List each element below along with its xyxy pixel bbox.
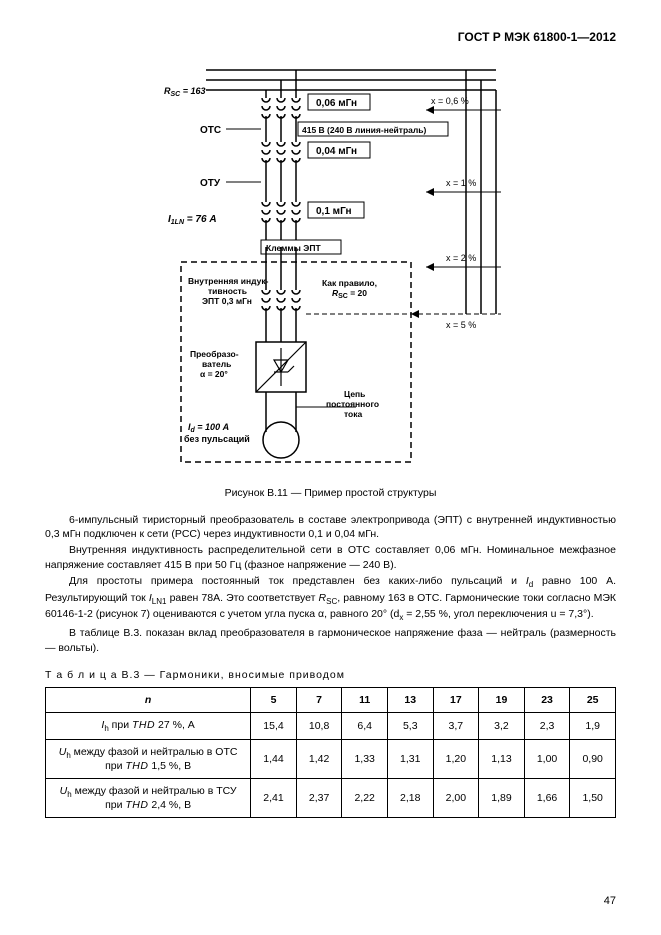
label-l3: 0,1 мГн bbox=[316, 206, 352, 217]
n-5: 5 bbox=[251, 687, 297, 712]
label-rsc: RSC = 163 bbox=[164, 86, 206, 98]
cell: 6,4 bbox=[342, 712, 388, 739]
doc-header: ГОСТ Р МЭК 61800-1—2012 bbox=[45, 30, 616, 44]
label-otu: ОТУ bbox=[200, 178, 221, 189]
circuit-diagram-svg: x = 0,6 % RSC = 163 0,06 мГн 415 В (240 … bbox=[126, 52, 536, 472]
cell: 1,33 bbox=[342, 739, 388, 778]
table-title: Т а б л и ц а В.3 — Гармоники, вносимые … bbox=[45, 669, 616, 681]
cell: 1,50 bbox=[570, 778, 616, 817]
label-x06: x = 0,6 % bbox=[431, 96, 469, 106]
label-otc: ОТС bbox=[200, 125, 221, 136]
label-x2: x = 2 % bbox=[446, 253, 476, 263]
row2-label: Uh между фазой и нейтралью в ОТС при THD… bbox=[46, 739, 251, 778]
cell: 2,37 bbox=[296, 778, 342, 817]
cell: 2,3 bbox=[524, 712, 570, 739]
label-kp-rsc: Как правило, RSC = 20 bbox=[322, 278, 379, 300]
cell: 1,31 bbox=[387, 739, 433, 778]
cell: 3,7 bbox=[433, 712, 479, 739]
n-19: 19 bbox=[479, 687, 525, 712]
cell: 3,2 bbox=[479, 712, 525, 739]
p3e: = 2,55 %, угол переключения u = 7,3°). bbox=[403, 608, 593, 620]
label-clamps: Клеммы ЭПТ bbox=[266, 243, 321, 253]
cell: 1,9 bbox=[570, 712, 616, 739]
n-23: 23 bbox=[524, 687, 570, 712]
p3a: Для простоты примера постоянный ток пред… bbox=[69, 575, 526, 587]
row1-label: Ih при THD 27 %, А bbox=[46, 712, 251, 739]
label-l2: 0,04 мГн bbox=[316, 146, 357, 157]
cell: 0,90 bbox=[570, 739, 616, 778]
n-17: 17 bbox=[433, 687, 479, 712]
p3c: равен 78А. Это соответствует bbox=[166, 592, 318, 604]
table-header-row: n 5 7 11 13 17 19 23 25 bbox=[46, 687, 616, 712]
n-25: 25 bbox=[570, 687, 616, 712]
cell: 2,22 bbox=[342, 778, 388, 817]
para-3: Для простоты примера постоянный ток пред… bbox=[45, 574, 616, 625]
label-id: Id = 100 А без пульсаций bbox=[184, 422, 250, 444]
page-number: 47 bbox=[604, 895, 616, 907]
cell: 2,41 bbox=[251, 778, 297, 817]
para-4: В таблице В.3. показан вклад преобразова… bbox=[45, 626, 616, 654]
figure-b11: x = 0,6 % RSC = 163 0,06 мГн 415 В (240 … bbox=[45, 52, 616, 475]
table-row: Uh между фазой и нейтралью в ОТС при THD… bbox=[46, 739, 616, 778]
label-inner-ind: Внутренняя индук- тивность ЭПТ 0,3 мГн bbox=[188, 276, 271, 306]
label-v415: 415 В (240 В линия-нейтраль) bbox=[302, 125, 426, 135]
cell: 1,89 bbox=[479, 778, 525, 817]
cell: 1,44 bbox=[251, 739, 297, 778]
label-dccircuit: Цепь постоянного тока bbox=[326, 389, 382, 419]
label-conv: Преобразо- ватель α = 20° bbox=[190, 349, 241, 379]
label-x5: x = 5 % bbox=[446, 320, 476, 330]
label-l1: 0,06 мГн bbox=[316, 98, 357, 109]
cell: 10,8 bbox=[296, 712, 342, 739]
cell: 15,4 bbox=[251, 712, 297, 739]
cell: 1,42 bbox=[296, 739, 342, 778]
page: ГОСТ Р МЭК 61800-1—2012 bbox=[0, 0, 661, 935]
para-1: 6-импульсный тиристорный преобразователь… bbox=[45, 513, 616, 541]
col-n: n bbox=[46, 687, 251, 712]
cell: 1,13 bbox=[479, 739, 525, 778]
figure-caption: Рисунок В.11 — Пример простой структуры bbox=[45, 487, 616, 499]
harmonics-table: n 5 7 11 13 17 19 23 25 Ih при THD 27 %,… bbox=[45, 687, 616, 818]
row3-label: Uh между фазой и нейтралью в ТСУ при THD… bbox=[46, 778, 251, 817]
cell: 5,3 bbox=[387, 712, 433, 739]
cell: 1,20 bbox=[433, 739, 479, 778]
n-13: 13 bbox=[387, 687, 433, 712]
para-2: Внутренняя индуктивность распределительн… bbox=[45, 543, 616, 571]
n-7: 7 bbox=[296, 687, 342, 712]
cell: 2,18 bbox=[387, 778, 433, 817]
cell: 2,00 bbox=[433, 778, 479, 817]
cell: 1,66 bbox=[524, 778, 570, 817]
label-iln: I1LN = 76 А bbox=[168, 214, 217, 226]
cell: 1,00 bbox=[524, 739, 570, 778]
table-row: Uh между фазой и нейтралью в ТСУ при THD… bbox=[46, 778, 616, 817]
table-row: Ih при THD 27 %, А 15,4 10,8 6,4 5,3 3,7… bbox=[46, 712, 616, 739]
n-11: 11 bbox=[342, 687, 388, 712]
label-x1: x = 1 % bbox=[446, 178, 476, 188]
